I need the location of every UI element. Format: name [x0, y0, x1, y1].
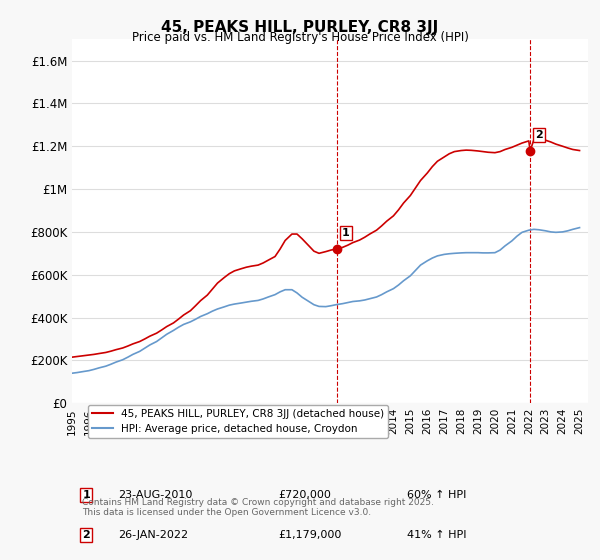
Text: 1: 1 [82, 490, 90, 500]
Text: 23-AUG-2010: 23-AUG-2010 [118, 490, 193, 500]
Text: 2: 2 [82, 530, 90, 540]
Text: 2: 2 [535, 130, 543, 140]
Text: 26-JAN-2022: 26-JAN-2022 [118, 530, 188, 540]
Text: 41% ↑ HPI: 41% ↑ HPI [407, 530, 467, 540]
Text: Contains HM Land Registry data © Crown copyright and database right 2025.
This d: Contains HM Land Registry data © Crown c… [82, 498, 434, 517]
Text: 1: 1 [342, 228, 350, 238]
Text: 45, PEAKS HILL, PURLEY, CR8 3JJ: 45, PEAKS HILL, PURLEY, CR8 3JJ [161, 20, 439, 35]
Text: 60% ↑ HPI: 60% ↑ HPI [407, 490, 467, 500]
Text: £720,000: £720,000 [278, 490, 331, 500]
Legend: 45, PEAKS HILL, PURLEY, CR8 3JJ (detached house), HPI: Average price, detached h: 45, PEAKS HILL, PURLEY, CR8 3JJ (detache… [88, 405, 388, 438]
Text: Price paid vs. HM Land Registry's House Price Index (HPI): Price paid vs. HM Land Registry's House … [131, 31, 469, 44]
Text: £1,179,000: £1,179,000 [278, 530, 342, 540]
